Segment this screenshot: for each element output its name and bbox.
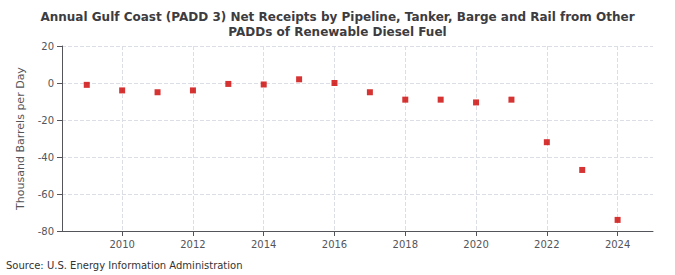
- svg-text:2022: 2022: [534, 239, 559, 250]
- svg-text:PADDs of Renewable Diesel Fuel: PADDs of Renewable Diesel Fuel: [228, 25, 446, 39]
- svg-text:Source: U.S. Energy Informatio: Source: U.S. Energy Information Administ…: [6, 260, 243, 271]
- svg-text:0: 0: [48, 78, 54, 89]
- svg-text:-40: -40: [38, 152, 54, 163]
- svg-text:Annual Gulf Coast (PADD 3) Net: Annual Gulf Coast (PADD 3) Net Receipts …: [40, 10, 634, 24]
- svg-text:2016: 2016: [322, 239, 347, 250]
- svg-text:2020: 2020: [463, 239, 488, 250]
- svg-text:Thousand Barrels per Day: Thousand Barrels per Day: [14, 67, 27, 211]
- svg-text:-80: -80: [38, 226, 54, 237]
- svg-text:2014: 2014: [251, 239, 276, 250]
- svg-text:2010: 2010: [109, 239, 134, 250]
- svg-text:-20: -20: [38, 115, 54, 126]
- svg-text:2012: 2012: [180, 239, 205, 250]
- svg-text:20: 20: [41, 41, 54, 52]
- svg-text:2024: 2024: [605, 239, 630, 250]
- svg-text:-60: -60: [38, 189, 54, 200]
- svg-text:2018: 2018: [393, 239, 418, 250]
